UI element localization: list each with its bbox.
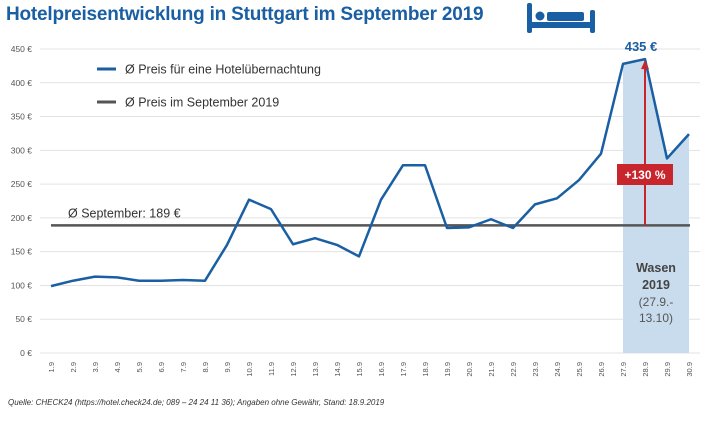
x-tick-label: 17.9 <box>399 362 408 377</box>
x-tick-label: 19.9 <box>443 362 452 377</box>
source-note: Quelle: CHECK24 (https://hotel.check24.d… <box>8 398 385 407</box>
x-tick-label: 12.9 <box>289 362 298 377</box>
x-tick-label: 25.9 <box>575 362 584 377</box>
annotations: +130 % 435 € Wasen 2019 (27.9.- 13.10) <box>617 39 676 325</box>
x-tick-label: 7.9 <box>179 362 188 372</box>
peak-label: 435 € <box>625 39 658 54</box>
y-tick-label: 100 € <box>11 280 33 290</box>
increase-badge <box>617 164 673 185</box>
x-tick-label: 30.9 <box>685 362 694 377</box>
x-tick-label: 15.9 <box>355 362 364 377</box>
x-tick-label: 9.9 <box>223 362 232 372</box>
legend-label: Ø Preis im September 2019 <box>125 96 279 110</box>
x-tick-label: 3.9 <box>91 362 100 372</box>
x-tick-label: 8.9 <box>201 362 210 372</box>
x-tick-label: 14.9 <box>333 362 342 377</box>
x-tick-label: 20.9 <box>465 362 474 377</box>
wasen-label-line4: 13.10) <box>639 311 673 325</box>
x-tick-label: 13.9 <box>311 362 320 377</box>
x-tick-label: 6.9 <box>157 362 166 372</box>
price-series-line <box>50 57 690 288</box>
x-tick-label: 28.9 <box>641 362 650 377</box>
y-tick-label: 200 € <box>11 213 33 223</box>
legend-label: Ø Preis für eine Hotelübernachtung <box>125 63 321 77</box>
x-tick-label: 11.9 <box>267 362 276 376</box>
x-tick-label: 4.9 <box>113 362 122 372</box>
y-tick-label: 350 € <box>11 112 33 122</box>
y-tick-label: 50 € <box>15 314 32 324</box>
x-tick-label: 26.9 <box>597 362 606 377</box>
increase-arrow-head <box>641 60 649 70</box>
wasen-label-line2: 2019 <box>642 278 670 292</box>
x-tick-label: 18.9 <box>421 362 430 377</box>
x-tick-label: 21.9 <box>487 362 496 377</box>
average-line-group: Ø September: 189 € <box>51 206 690 227</box>
average-label: Ø September: 189 € <box>68 206 181 220</box>
wasen-label-line1: Wasen <box>636 261 676 275</box>
wasen-label-line3: (27.9.- <box>639 295 674 309</box>
y-tick-label: 450 € <box>11 44 33 54</box>
x-tick-label: 29.9 <box>663 362 672 377</box>
grid-lines <box>40 48 700 354</box>
y-tick-label: 300 € <box>11 145 33 155</box>
x-tick-label: 5.9 <box>135 362 144 372</box>
increase-label: +130 % <box>624 168 665 182</box>
y-tick-label: 150 € <box>11 247 33 257</box>
x-axis-ticks: 1.9 2.9 3.9 4.9 5.9 6.9 7.9 8.9 9.9 10.9 11.9 12.9 1… <box>47 362 694 377</box>
x-tick-label: 10.9 <box>245 362 254 377</box>
wasen-highlight-band <box>623 59 689 354</box>
y-axis-ticks: 0 € 50 € 100 € 150 € 200 € 250 € 300 € 350 € 400… <box>11 44 33 358</box>
highlight-band <box>623 59 689 354</box>
x-tick-label: 24.9 <box>553 362 562 377</box>
x-tick-label: 1.9 <box>47 362 56 372</box>
x-tick-label: 22.9 <box>509 362 518 377</box>
legend: Ø Preis für eine Hotelübernachtung Ø Prei… <box>97 63 321 110</box>
series-line-group <box>50 57 690 288</box>
y-tick-label: 0 € <box>20 348 32 358</box>
y-tick-label: 400 € <box>11 78 33 88</box>
x-tick-label: 16.9 <box>377 362 386 377</box>
bed-icon <box>527 3 595 33</box>
chart-title: Hotelpreisentwicklung in Stuttgart im Se… <box>6 4 484 25</box>
x-tick-label: 23.9 <box>531 362 540 377</box>
y-tick-label: 250 € <box>11 179 33 189</box>
x-tick-label: 27.9 <box>619 362 628 377</box>
x-tick-label: 2.9 <box>69 362 78 372</box>
